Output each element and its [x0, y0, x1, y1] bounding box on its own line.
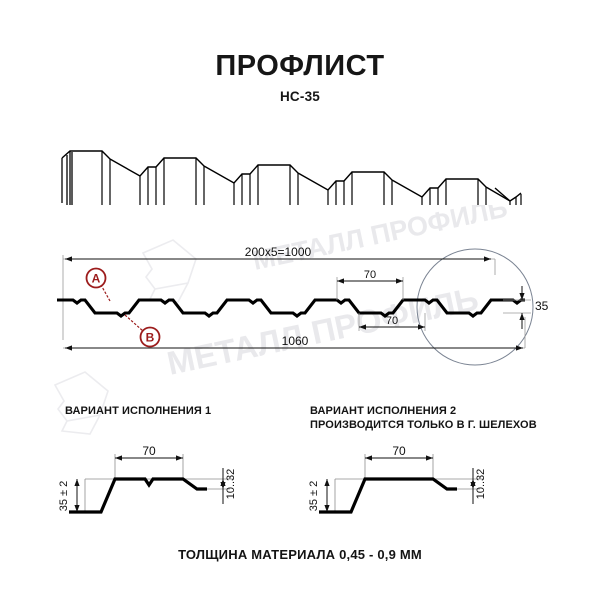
marker-b: B [124, 314, 161, 348]
v2-dim-crest-label: 70 [392, 444, 406, 458]
dim-crest-label: 70 [364, 269, 376, 281]
profile-polyline [57, 298, 525, 318]
v2-dim-flange-label: 10..32 [475, 469, 487, 500]
material-thickness-note: ТОЛЩИНА МАТЕРИАЛА 0,45 - 0,9 ММ [178, 547, 422, 562]
dim-valley-line [359, 324, 425, 330]
v1-dim-height-label: 35 ± 2 [58, 481, 70, 512]
page-title: ПРОФЛИСТ [215, 50, 385, 82]
marker-b-label: B [146, 331, 155, 345]
cross-section-view: 200x5=1000 1060 70 [57, 245, 549, 366]
v2-dim-flange-line [470, 468, 476, 504]
dim-crest-line [337, 278, 403, 284]
metall-profil-logo [53, 239, 197, 435]
v1-dim-crest-line [115, 455, 183, 461]
detail-circle [416, 248, 534, 366]
variant-1-heading-group: ВАРИАНТ ИСПОЛНЕНИЯ 1 [65, 404, 211, 418]
variant-1-heading: ВАРИАНТ ИСПОЛНЕНИЯ 1 [65, 405, 212, 417]
isometric-sheet-view [60, 150, 522, 205]
variant-1-drawing: 70 10..32 35 ± 2 [58, 444, 237, 514]
v1-dim-height-line [74, 479, 80, 512]
v2-dim-height-label: 35 ± 2 [308, 481, 320, 512]
v1-profile-polyline [69, 477, 207, 514]
v2-dim-height-line [324, 479, 330, 512]
variant-2-heading-group: ВАРИАНТ ИСПОЛНЕНИЯ 2 ПРОИЗВОДИТСЯ ТОЛЬКО… [310, 404, 537, 432]
v2-dim-crest-line [365, 455, 433, 461]
dim-working-width-line [65, 256, 491, 262]
dim-total-width-label: 1060 [282, 334, 309, 348]
variant-2-note: ПРОИЗВОДИТСЯ ТОЛЬКО В Г. ШЕЛЕХОВ [310, 419, 537, 431]
variant-2-drawing: 70 10..32 35 ± 2 [308, 444, 487, 514]
dim-height-label: 35 [535, 299, 549, 313]
marker-a: A [85, 267, 111, 302]
v1-dim-flange-line [220, 468, 226, 504]
marker-a-label: A [92, 272, 101, 286]
dim-height-line [519, 286, 525, 329]
dim-valley-label: 70 [386, 315, 398, 327]
dim-working-width-label: 200x5=1000 [245, 245, 312, 259]
dim-total-width-line [65, 345, 523, 351]
v1-dim-flange-label: 10..32 [225, 469, 237, 500]
variant-2-heading: ВАРИАНТ ИСПОЛНЕНИЯ 2 [310, 405, 457, 417]
page-subtitle: НС-35 [279, 89, 320, 104]
v2-profile-polyline [319, 477, 457, 514]
v1-dim-crest-label: 70 [142, 444, 156, 458]
